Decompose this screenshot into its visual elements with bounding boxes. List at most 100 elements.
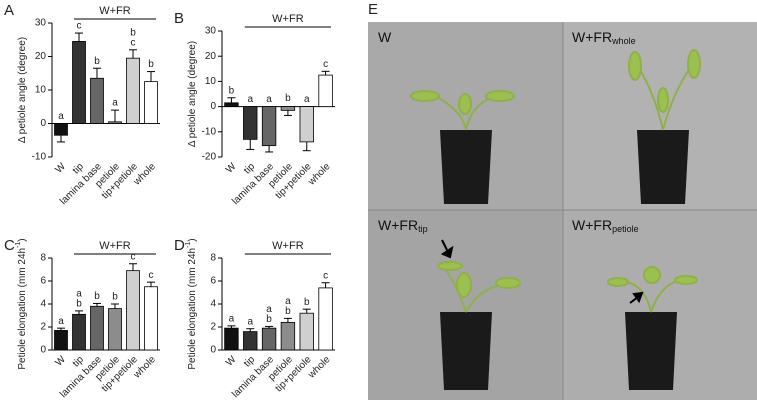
significance-letter: c: [323, 270, 328, 281]
bar: [90, 305, 104, 351]
y-tick-label: 20: [205, 51, 217, 62]
bar: [280, 321, 296, 351]
y-tick-label: 4: [40, 299, 46, 310]
plants: [410, 49, 701, 313]
y-tick-label: -20: [202, 152, 217, 163]
y-axis-label-text: Δ petiole angle (degree): [187, 41, 198, 147]
y-tick-label: 0: [40, 345, 46, 356]
y-axis-label: Petiole elongation (mm 24h-1): [15, 238, 28, 369]
bar: [144, 286, 158, 351]
bar: [54, 330, 68, 351]
significance-letter: a: [247, 316, 253, 327]
bar: [144, 81, 158, 124]
significance-letter: c: [131, 251, 136, 262]
significance-letter: b: [94, 291, 100, 302]
y-tick-label: -10: [202, 126, 217, 137]
panel-letter: A: [4, 2, 14, 19]
bar: [108, 308, 122, 351]
significance-letter: a: [266, 304, 272, 315]
significance-letter: c: [131, 37, 136, 48]
y-axis-label-text: Petiole elongation (mm 24h: [187, 248, 198, 370]
photo-panel: E W W+FRwhole W+: [368, 1, 757, 400]
y-tick-label: 8: [40, 253, 46, 264]
y-tick-label: 6: [210, 276, 216, 287]
bar: [72, 313, 86, 351]
y-tick-label: 10: [205, 76, 217, 87]
y-tick-label: 4: [210, 299, 216, 310]
significance-letter: a: [76, 289, 82, 300]
y-axis-label-text: Δ petiole angle (degree): [17, 37, 28, 143]
bracket-label: W+FR: [272, 240, 304, 252]
bar: [299, 106, 314, 143]
y-tick-label: -10: [32, 152, 47, 163]
significance-letter: b: [76, 299, 82, 310]
significance-letter: b: [130, 27, 136, 38]
bar: [243, 106, 258, 140]
significance-letter: b: [148, 59, 154, 70]
bar: [224, 327, 239, 351]
y-axis-label: Petiole elongation (mm 24h-1): [185, 238, 198, 369]
y-tick-label: 10: [35, 85, 47, 96]
arrows: [440, 239, 644, 304]
bar: [318, 287, 333, 351]
x-tick-label: W: [224, 354, 239, 369]
bracket-label: W+FR: [99, 240, 131, 252]
bar: [299, 312, 314, 351]
y-tick-label: 0: [210, 345, 216, 356]
bar: [54, 123, 68, 136]
significance-letter: c: [323, 59, 328, 70]
significance-letter: b: [285, 306, 291, 317]
y-axis-label-end: ): [17, 238, 28, 241]
significance-letter: a: [247, 94, 253, 105]
quadrant-label: W+FRtip: [378, 217, 428, 235]
quadrant-label: W+FRwhole: [572, 29, 636, 47]
bar: [126, 270, 140, 351]
y-axis-label-end: ): [187, 238, 198, 241]
significance-letter: a: [285, 296, 291, 307]
panel-letter: B: [174, 10, 184, 27]
significance-letter: b: [266, 314, 272, 325]
significance-letter: c: [149, 270, 154, 281]
y-tick-label: 30: [35, 18, 47, 29]
significance-letter: b: [285, 93, 291, 104]
bar: [224, 102, 239, 107]
significance-letter: b: [229, 85, 235, 96]
bar: [318, 74, 333, 107]
panel-letter: D: [174, 237, 185, 254]
x-tick-label: W: [54, 354, 69, 369]
significance-letter: a: [58, 316, 64, 327]
y-tick-label: 2: [40, 322, 46, 333]
significance-letter: b: [112, 292, 118, 303]
quadrant-label: W+FRpetiole: [572, 217, 639, 235]
y-axis-label: Δ petiole angle (degree): [17, 37, 28, 143]
significance-letter: a: [58, 111, 64, 122]
significance-letter: c: [77, 21, 82, 32]
y-tick-label: 2: [210, 322, 216, 333]
significance-letter: a: [266, 94, 272, 105]
panel-letter: C: [4, 237, 15, 254]
bar: [243, 331, 258, 351]
significance-letter: b: [94, 56, 100, 67]
pots: [440, 130, 689, 390]
bracket-label: W+FR: [99, 5, 131, 17]
x-tick-label: W: [54, 161, 69, 176]
y-axis-label-text: Petiole elongation (mm 24h: [17, 248, 28, 370]
panel-letter: E: [368, 1, 378, 18]
bar: [261, 327, 277, 351]
y-axis-label-sup: -1: [185, 242, 192, 248]
y-axis-label-sup: -1: [15, 242, 22, 248]
significance-letter: a: [304, 94, 310, 105]
bar: [126, 57, 140, 124]
bar: [90, 77, 104, 124]
bar: [280, 106, 296, 111]
significance-letter: a: [112, 98, 118, 109]
x-tick-label: W: [224, 161, 239, 176]
bar: [108, 121, 122, 124]
y-axis-label: Δ petiole angle (degree): [187, 41, 198, 147]
significance-letter: b: [304, 297, 310, 308]
bracket-label: W+FR: [272, 13, 304, 25]
y-tick-label: 0: [40, 118, 46, 129]
significance-letter: a: [229, 313, 235, 324]
y-tick-label: 8: [210, 253, 216, 264]
